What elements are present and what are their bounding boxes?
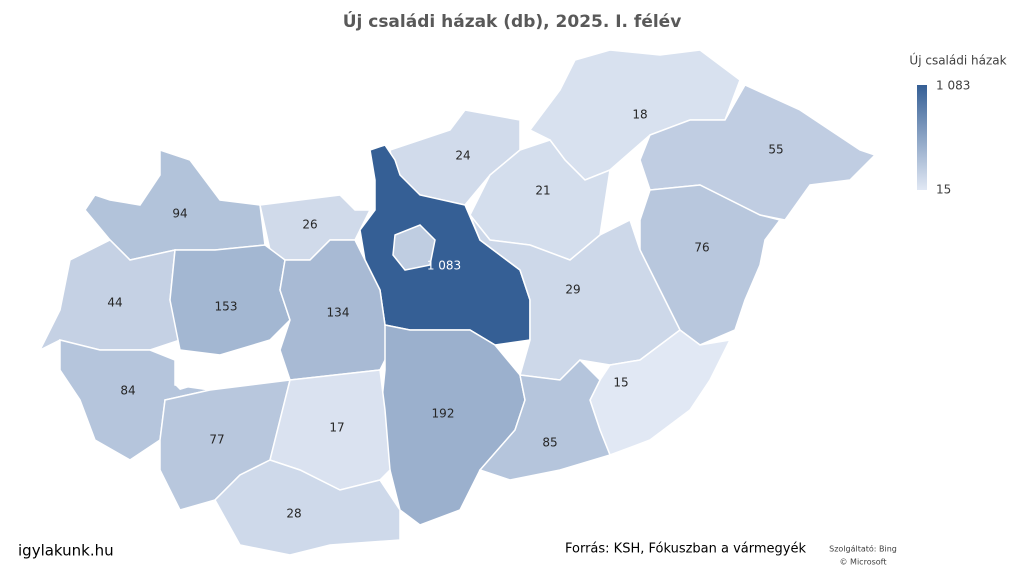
region bbox=[639, 84, 877, 221]
legend-gradient bbox=[917, 85, 927, 190]
site-name: igylakunk.hu bbox=[18, 542, 114, 560]
region-label: 44 bbox=[107, 296, 122, 310]
region bbox=[38, 239, 181, 352]
region-label: 17 bbox=[329, 421, 344, 435]
region-label: 18 bbox=[632, 108, 647, 122]
provider: Szolgáltató: Bing bbox=[829, 544, 897, 554]
region-label: 77 bbox=[209, 433, 224, 447]
legend-min: 15 bbox=[936, 183, 951, 197]
region-label: 1 083 bbox=[427, 259, 461, 273]
region bbox=[379, 324, 526, 526]
region-label: 192 bbox=[432, 407, 455, 421]
region-label: 134 bbox=[327, 306, 350, 320]
map-title: Új családi házak (db), 2025. I. félév bbox=[343, 10, 682, 32]
region-label: 84 bbox=[120, 384, 135, 398]
region-label: 94 bbox=[172, 207, 187, 221]
region-label: 85 bbox=[542, 436, 557, 450]
region bbox=[478, 358, 612, 481]
region-label: 24 bbox=[455, 149, 470, 163]
region-label: 55 bbox=[768, 143, 783, 157]
region-label: 76 bbox=[694, 241, 709, 255]
budapest bbox=[392, 224, 436, 271]
regions: 18 24 55 21 94 26 1 083 76 29 44 153 134 84 15 192 77 17… bbox=[38, 49, 877, 556]
region-label: 21 bbox=[535, 184, 550, 198]
region bbox=[214, 459, 401, 556]
region-label: 28 bbox=[286, 507, 301, 521]
legend-title: Új családi házak bbox=[909, 53, 1006, 68]
region-label: 15 bbox=[613, 376, 628, 390]
region-label: 153 bbox=[215, 300, 238, 314]
region-label: 29 bbox=[565, 283, 580, 297]
copyright: © Microsoft bbox=[840, 558, 887, 567]
region-label: 26 bbox=[302, 218, 317, 232]
legend-max: 1 083 bbox=[936, 79, 970, 93]
source: Forrás: KSH, Fókuszban a vármegyék bbox=[565, 542, 806, 557]
lake-balaton bbox=[175, 320, 290, 390]
